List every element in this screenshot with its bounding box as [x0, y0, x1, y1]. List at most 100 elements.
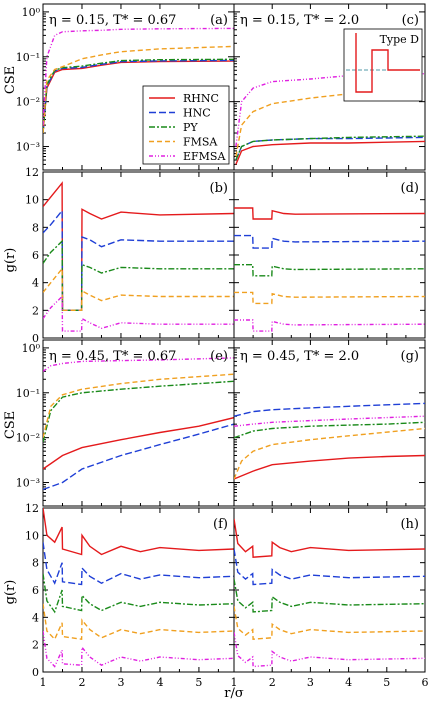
series-line-py — [43, 380, 234, 443]
x-tick-label: 1 — [40, 676, 47, 689]
x-tick-label: 4 — [156, 676, 163, 689]
panel-title: η = 0.45, T* = 2.0 — [240, 349, 359, 364]
x-tick-label: 6 — [422, 676, 429, 689]
panel-b: 0 2 4 6 8 10 12 (b) — [25, 166, 235, 345]
y-tick-label: 6 — [32, 249, 39, 262]
x-tick-label: 2 — [78, 676, 85, 689]
ylabel-cse-top: CSE — [3, 66, 18, 94]
panel-title: η = 0.15, T* = 2.0 — [240, 13, 359, 28]
series-line-hnc — [234, 548, 425, 586]
panel-label: (c) — [402, 13, 419, 28]
inset-potential: Type D — [343, 28, 423, 102]
series-line-rhnc — [234, 207, 425, 220]
panel-label: (f) — [213, 517, 228, 532]
series-line-fmsa — [234, 427, 425, 480]
y-tick-label: 10⁻³ — [16, 141, 40, 154]
series-line-py — [43, 573, 234, 614]
series-line-hnc — [43, 542, 234, 586]
series-group — [43, 508, 234, 668]
y-tick-label: 10 — [25, 194, 39, 207]
series-group — [43, 357, 234, 491]
series-line-rhnc — [43, 508, 234, 556]
series-line-efmsa — [43, 357, 234, 372]
series-line-fmsa — [43, 373, 234, 438]
y-tick-label: 10⁻¹ — [16, 51, 40, 64]
series-group — [234, 207, 425, 332]
series-line-py — [43, 58, 234, 134]
y-tick-label: 10 — [25, 529, 39, 542]
inset-frame — [343, 28, 423, 102]
series-line-rhnc — [43, 60, 234, 134]
xlabel: r/σ — [224, 686, 244, 701]
series-line-efmsa — [234, 632, 425, 668]
series-line-fmsa — [43, 603, 234, 641]
y-tick-label: 4 — [32, 611, 39, 624]
panel-label: (h) — [400, 517, 419, 532]
panel-frame — [233, 339, 426, 507]
legend-label-hnc: HNC — [183, 107, 211, 120]
panel-frame — [42, 339, 235, 507]
y-tick-label: 10⁻¹ — [16, 387, 40, 400]
y-tick-label: 10⁰ — [22, 342, 41, 355]
panel-label: (e) — [210, 349, 228, 364]
series-line-hnc — [43, 208, 234, 311]
series-line-efmsa — [43, 294, 234, 332]
panel-g: η = 0.45, T* = 2.0 (g) — [233, 339, 426, 507]
y-tick-label: 8 — [32, 221, 39, 234]
series-line-rhnc — [235, 140, 425, 165]
series-line-rhnc — [234, 454, 425, 480]
panel-label: (b) — [210, 181, 228, 196]
y-tick-label: 8 — [32, 557, 39, 570]
series-line-hnc — [234, 402, 425, 417]
legend-label-py: PY — [183, 121, 198, 134]
series-group — [43, 27, 234, 134]
panel-a: 10⁰ 10⁻¹ 10⁻² 10⁻³ η = 0.15, T* = 0.67 (a) RHN… — [16, 3, 235, 171]
panel-label: (a) — [210, 13, 228, 28]
y-tick-label: 12 — [25, 502, 39, 515]
panel-c: η = 0.15, T* = 2.0 (c) Type D — [233, 3, 426, 171]
series-line-fmsa — [43, 266, 234, 311]
panel-title: η = 0.15, T* = 0.67 — [49, 13, 176, 28]
series-line-rhnc — [43, 181, 234, 311]
y-tick-label: 10⁰ — [22, 6, 41, 19]
legend-box — [142, 85, 230, 165]
x-tick-label: 3 — [307, 676, 314, 689]
series-line-py — [234, 421, 425, 439]
series-line-py — [234, 264, 425, 277]
series-line-efmsa — [43, 630, 234, 668]
y-tick-label: 10⁻³ — [16, 477, 40, 490]
series-line-efmsa — [234, 415, 425, 427]
y-tick-label: 10⁻² — [16, 96, 40, 109]
x-tick-label: 5 — [383, 676, 390, 689]
series-line-efmsa — [234, 319, 425, 332]
y-tick-label: 0 — [32, 666, 39, 679]
inset-potential-line — [355, 33, 420, 93]
y-tick-label: 12 — [25, 166, 39, 179]
series-line-fmsa — [234, 291, 425, 305]
inset-label: Type D — [380, 33, 420, 46]
ylabel-gr-top: g(r) — [3, 248, 18, 273]
series-line-rhnc — [234, 518, 425, 558]
ylabel-gr-bottom: g(r) — [3, 580, 18, 605]
series-line-fmsa — [234, 606, 425, 640]
legend-label-efmsa: EFMSA — [183, 150, 226, 163]
series-line-py — [234, 578, 425, 613]
series-group — [234, 402, 425, 480]
panel-label: (g) — [401, 349, 419, 364]
y-tick-label: 4 — [32, 277, 39, 290]
x-tick-label: 2 — [269, 676, 276, 689]
series-line-py — [235, 135, 425, 161]
panel-h: (h) 1 2 3 4 5 6 — [231, 507, 429, 689]
series-line-py — [43, 239, 234, 311]
panel-frame — [42, 507, 235, 673]
panels: 10⁰ 10⁻¹ 10⁻² 10⁻³ η = 0.15, T* = 0.67 (a) RHN… — [16, 3, 429, 689]
panel-e: 10⁰ 10⁻¹ 10⁻² 10⁻³ η = 0.45, T* = 0.67 (e) — [16, 339, 235, 507]
series-line-rhnc — [43, 416, 234, 470]
y-tick-label: 6 — [32, 584, 39, 597]
x-tick-label: 4 — [345, 676, 352, 689]
legend-label-fmsa: FMSA — [183, 136, 218, 149]
panel-label: (d) — [401, 181, 419, 196]
